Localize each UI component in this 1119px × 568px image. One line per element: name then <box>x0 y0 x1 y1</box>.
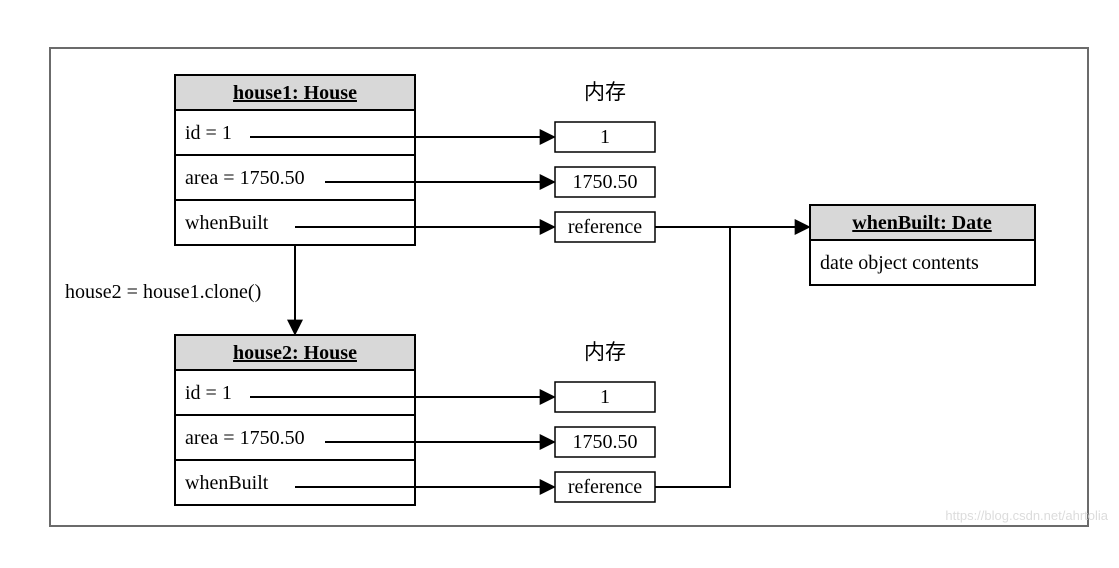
date-object: whenBuilt: Date date object contents <box>810 205 1035 285</box>
date-title: whenBuilt: Date <box>852 212 992 234</box>
mem-top-2: reference <box>568 216 642 238</box>
memory-bottom: 1 1750.50 reference <box>555 382 655 502</box>
house2-field-whenbuilt: whenBuilt <box>185 472 269 494</box>
house2-title: house2: House <box>233 342 357 364</box>
house1-title: house1: House <box>233 82 357 104</box>
memory-top: 1 1750.50 reference <box>555 122 655 242</box>
memory-label-top: 内存 <box>584 80 626 104</box>
mem-bot-2: reference <box>568 476 642 498</box>
mem-top-0: 1 <box>600 126 610 148</box>
house2-field-area: area = 1750.50 <box>185 427 305 449</box>
watermark: https://blog.csdn.net/ahrtolia <box>945 508 1108 523</box>
house1-field-whenbuilt: whenBuilt <box>185 212 269 234</box>
date-body: date object contents <box>820 252 979 274</box>
house1-field-id: id = 1 <box>185 122 232 144</box>
clone-text: house2 = house1.clone() <box>65 281 261 303</box>
mem-top-1: 1750.50 <box>573 171 638 193</box>
house1-object: house1: House id = 1 area = 1750.50 when… <box>175 75 415 245</box>
house2-field-id: id = 1 <box>185 382 232 404</box>
memory-label-bottom: 内存 <box>584 340 626 364</box>
house2-object: house2: House id = 1 area = 1750.50 when… <box>175 335 415 505</box>
ref-bottom-to-date <box>655 227 730 487</box>
mem-bot-0: 1 <box>600 386 610 408</box>
house1-field-area: area = 1750.50 <box>185 167 305 189</box>
mem-bot-1: 1750.50 <box>573 431 638 453</box>
